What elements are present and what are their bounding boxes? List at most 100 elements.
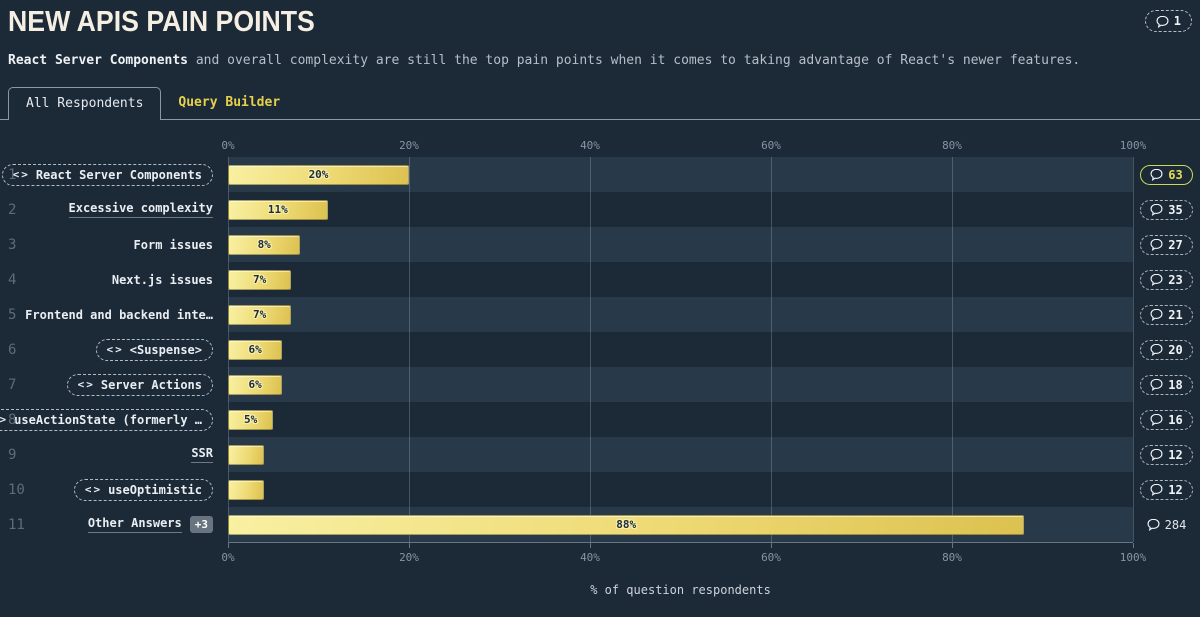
bar-value-label: 6% [248, 343, 262, 356]
row-label-cell: 8<> useActionState (formerly … [0, 402, 228, 437]
row-rank: 7 [8, 376, 17, 393]
row-label-cell: 4 Next.js issues [0, 262, 228, 297]
row-label-cell: 9 SSR [0, 437, 228, 472]
row-plot-area [228, 437, 1133, 472]
bar-value-label: 88% [616, 518, 637, 531]
row-comments-badge[interactable]: 12 [1140, 479, 1193, 500]
bar-value-label: 11% [267, 203, 288, 216]
comment-bubble-icon [1150, 203, 1163, 216]
row-badge-cell: 284 [1133, 507, 1200, 542]
bar[interactable]: 6% [228, 339, 283, 360]
axis-tick-label: 20% [399, 139, 419, 152]
chart-subtitle: React Server Components and overall comp… [8, 53, 1192, 68]
axis-top: 0% 20% 40% 60% 80% 100% [221, 138, 1146, 157]
row-comments-badge[interactable]: 12 [1140, 444, 1193, 465]
axis-tick-label: 80% [942, 551, 962, 564]
row-label-pill[interactable]: <> <Suspense> [95, 338, 213, 361]
row-label-cell: 6 <> <Suspense> [0, 332, 228, 367]
tab-query-builder[interactable]: Query Builder [178, 95, 281, 110]
row-label-pill[interactable]: <> useOptimistic [73, 478, 213, 501]
chart-row: 6 <> <Suspense> 6% 20 [0, 332, 1200, 367]
row-label: Next.js issues [111, 272, 213, 287]
bar[interactable]: 5% [228, 409, 274, 430]
row-label-pill[interactable]: <> React Server Components [1, 163, 213, 186]
row-comments-count: 27 [1168, 237, 1183, 252]
row-comments-badge[interactable]: 35 [1140, 199, 1193, 220]
comment-bubble-icon [1150, 168, 1163, 181]
row-comments-badge[interactable]: 18 [1140, 374, 1193, 395]
row-label-pill[interactable]: <> Server Actions [66, 373, 213, 396]
row-label-pill[interactable]: <> useActionState (formerly … [0, 408, 213, 431]
row-comments-badge[interactable]: 23 [1140, 269, 1193, 290]
bar-value-label: 5% [244, 413, 258, 426]
row-plot-area: 7% [228, 262, 1133, 297]
bar[interactable]: 6% [228, 374, 283, 395]
row-badge-cell: 23 [1133, 262, 1200, 297]
row-label-cell: 10 <> useOptimistic [0, 472, 228, 507]
row-comments-badge[interactable]: 16 [1140, 409, 1193, 430]
axis-tick-label: 20% [399, 551, 419, 564]
row-comments-badge[interactable]: 284 [1137, 515, 1197, 535]
bar[interactable] [228, 479, 265, 500]
row-plot-area: 88% [228, 507, 1133, 542]
row-badge-cell: 27 [1133, 227, 1200, 262]
chart-row: 5 Frontend and backend inte… 7% 21 [0, 297, 1200, 332]
bar-value-label: 7% [253, 308, 267, 321]
bar[interactable]: 7% [228, 304, 292, 325]
row-label[interactable]: Excessive complexity [68, 201, 213, 218]
chart-row: 2 Excessive complexity 11% 35 [0, 192, 1200, 227]
row-label: React Server Components [35, 167, 202, 182]
row-comments-badge[interactable]: 21 [1140, 304, 1193, 325]
code-icon: <> [106, 343, 124, 356]
bar-value-label: 6% [248, 378, 262, 391]
row-plot-area [228, 472, 1133, 507]
chart-row: 11 Other Answers +3 88% 284 [0, 507, 1200, 542]
row-label: Server Actions [100, 377, 202, 392]
chart-comments-badge[interactable]: 1 [1144, 10, 1192, 32]
code-icon: <> [84, 483, 103, 496]
bar[interactable]: 8% [228, 234, 301, 255]
axis-tick-label: 60% [761, 551, 781, 564]
row-badge-cell: 12 [1133, 472, 1200, 507]
row-label-cell: 7 <> Server Actions [0, 367, 228, 402]
row-comments-count: 63 [1168, 167, 1183, 182]
bar[interactable]: 11% [228, 199, 328, 220]
tab-all-respondents[interactable]: All Respondents [8, 87, 162, 120]
row-plot-area: 11% [228, 192, 1133, 227]
row-label: useOptimistic [108, 482, 202, 497]
row-badge-cell: 18 [1133, 367, 1200, 402]
row-rank: 4 [8, 271, 17, 288]
row-label[interactable]: Other Answers [87, 516, 182, 533]
chart-row: 8<> useActionState (formerly … 5% 16 [0, 402, 1200, 437]
extra-answers-badge[interactable]: +3 [189, 516, 213, 533]
row-plot-area: 8% [228, 227, 1133, 262]
comment-bubble-icon [1150, 378, 1163, 391]
row-comments-badge[interactable]: 63 [1140, 164, 1193, 185]
comment-bubble-icon [1150, 273, 1163, 286]
axis-tick-label: 0% [221, 139, 235, 152]
row-label-cell: 5 Frontend and backend inte… [0, 297, 228, 332]
row-rank: 1 [8, 166, 17, 183]
comment-bubble-icon [1147, 518, 1160, 531]
row-rank: 3 [8, 236, 17, 253]
row-plot-area: 20% [228, 157, 1133, 192]
bar[interactable]: 7% [228, 269, 292, 290]
row-plot-area: 6% [228, 367, 1133, 402]
axis-tick-label: 40% [580, 551, 600, 564]
code-icon: <> [77, 378, 95, 391]
subtitle-text: and overall complexity are still the top… [188, 53, 1081, 68]
axis-tick-label: 100% [1119, 551, 1147, 564]
axis-tick-mark [771, 543, 772, 548]
bar[interactable] [228, 444, 265, 465]
row-plot-area: 5% [228, 402, 1133, 437]
chart-row: 9 SSR 12 [0, 437, 1200, 472]
bar[interactable]: 88% [228, 514, 1025, 535]
row-label[interactable]: SSR [191, 446, 213, 463]
bar[interactable]: 20% [228, 164, 409, 185]
code-icon: <> [12, 168, 30, 181]
row-comments-badge[interactable]: 20 [1140, 339, 1193, 360]
row-label: useActionState (formerly … [14, 412, 202, 427]
comment-bubble-icon [1150, 483, 1163, 496]
row-label-cell: 1 <> React Server Components [0, 157, 228, 192]
row-comments-badge[interactable]: 27 [1140, 234, 1193, 255]
